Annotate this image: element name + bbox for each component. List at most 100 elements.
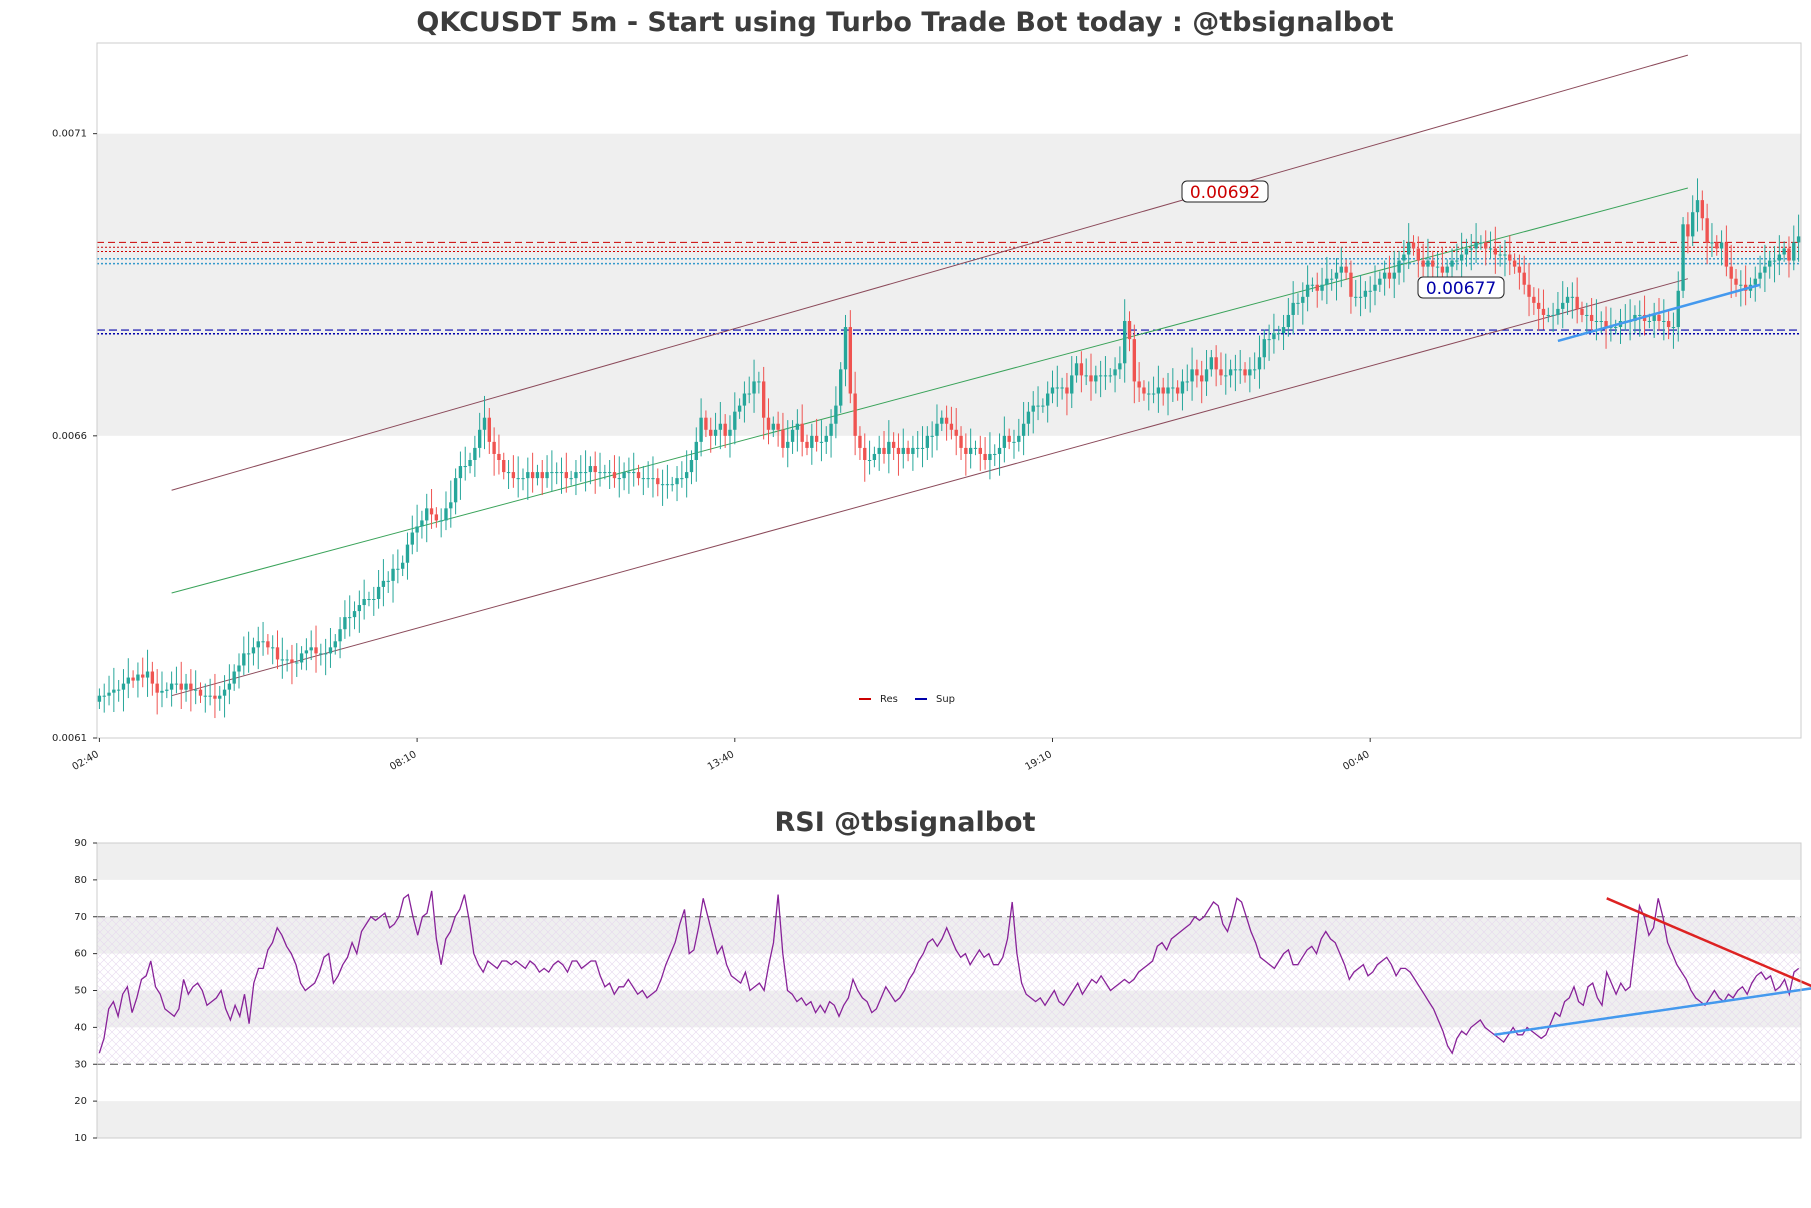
candle-body bbox=[829, 423, 833, 436]
candle-body bbox=[526, 472, 530, 479]
candle-body bbox=[911, 447, 915, 454]
candle-body bbox=[1455, 260, 1459, 262]
candle bbox=[463, 446, 467, 481]
candle bbox=[1089, 353, 1093, 401]
candle bbox=[521, 468, 525, 491]
price-shaded-band bbox=[97, 133, 1801, 436]
candle bbox=[1060, 377, 1064, 400]
candle bbox=[323, 638, 328, 676]
candle bbox=[882, 430, 886, 464]
candle-body bbox=[940, 417, 944, 424]
candle-body bbox=[141, 674, 145, 678]
candle bbox=[1301, 282, 1305, 325]
candle bbox=[555, 462, 559, 485]
candle-body bbox=[530, 472, 535, 479]
candle bbox=[386, 571, 390, 593]
candle-body bbox=[1503, 254, 1507, 256]
candle bbox=[405, 532, 410, 580]
candle-body bbox=[1565, 296, 1570, 303]
candle bbox=[1570, 282, 1575, 319]
candle-body bbox=[1161, 387, 1165, 394]
rsi-chart-title: RSI @tbsignalbot bbox=[774, 807, 1035, 838]
candle bbox=[348, 595, 352, 637]
candle-body bbox=[1407, 242, 1411, 255]
candle-body bbox=[1354, 296, 1358, 298]
candle-body bbox=[641, 478, 646, 480]
candle-body bbox=[776, 423, 780, 430]
candle-body bbox=[1734, 278, 1738, 285]
candle bbox=[449, 480, 453, 528]
candle bbox=[689, 450, 694, 485]
candle bbox=[261, 621, 265, 656]
candle bbox=[1527, 262, 1531, 317]
candle-body bbox=[882, 447, 886, 454]
candle bbox=[1329, 269, 1334, 291]
candle-body bbox=[165, 689, 169, 691]
candle bbox=[1151, 376, 1156, 404]
candle bbox=[709, 417, 713, 453]
candle bbox=[675, 466, 679, 502]
candle bbox=[771, 416, 775, 438]
candle-body bbox=[670, 484, 674, 486]
candle-body bbox=[299, 653, 304, 663]
time-tick-label: 13:40 bbox=[706, 749, 736, 773]
candle-body bbox=[689, 460, 694, 473]
candle bbox=[1681, 217, 1685, 299]
candle bbox=[906, 440, 910, 462]
candle-body bbox=[545, 472, 549, 479]
candle bbox=[458, 451, 463, 500]
candle-body bbox=[386, 580, 390, 582]
candle-body bbox=[463, 466, 467, 468]
candle-body bbox=[935, 423, 939, 436]
candle-body bbox=[444, 508, 448, 521]
candle bbox=[747, 376, 751, 404]
candle bbox=[1464, 238, 1469, 267]
candle bbox=[160, 671, 164, 708]
candle bbox=[1575, 277, 1579, 324]
candle-body bbox=[1662, 321, 1666, 322]
candle-body bbox=[1127, 321, 1132, 340]
candle bbox=[439, 508, 443, 538]
candle-body bbox=[540, 472, 544, 479]
rsi-hatched-band bbox=[97, 916, 1801, 1065]
candle-body bbox=[1647, 321, 1652, 322]
support-tag: 0.00677 bbox=[1417, 276, 1505, 299]
candle-body bbox=[660, 484, 665, 486]
candle bbox=[997, 433, 1002, 476]
candle-body bbox=[1344, 266, 1348, 273]
candle-body bbox=[684, 472, 689, 479]
candle-body bbox=[1190, 369, 1194, 382]
candle bbox=[1724, 225, 1729, 277]
candle bbox=[978, 435, 982, 471]
candle-body bbox=[1050, 387, 1055, 394]
candle bbox=[319, 643, 323, 666]
candle-body bbox=[1123, 321, 1127, 364]
candle bbox=[1108, 368, 1112, 383]
candle bbox=[136, 662, 140, 698]
candle-body bbox=[502, 460, 506, 473]
candle-body bbox=[1440, 266, 1445, 273]
candle-body bbox=[954, 429, 958, 436]
candle bbox=[988, 432, 992, 480]
rsi-tick-label: 90 bbox=[74, 838, 87, 849]
candle-body bbox=[112, 689, 116, 693]
candle-body bbox=[656, 478, 660, 485]
candle bbox=[429, 489, 434, 529]
candle bbox=[1551, 302, 1555, 332]
candle bbox=[169, 671, 174, 707]
candle-body bbox=[997, 447, 1002, 454]
candle bbox=[819, 420, 824, 462]
candle bbox=[1459, 232, 1464, 280]
candle-body bbox=[1416, 248, 1421, 261]
candle bbox=[1344, 259, 1348, 280]
candle-body bbox=[1479, 242, 1483, 244]
candle bbox=[1055, 365, 1059, 407]
candle bbox=[694, 427, 698, 482]
candle bbox=[502, 452, 506, 480]
candle-body bbox=[1777, 254, 1782, 261]
candle-body bbox=[323, 653, 328, 655]
candle-body bbox=[203, 695, 207, 697]
candle-body bbox=[1089, 375, 1093, 382]
candle bbox=[126, 658, 130, 699]
candle-body bbox=[1132, 339, 1137, 382]
